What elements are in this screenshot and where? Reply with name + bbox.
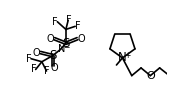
Text: F: F: [44, 66, 50, 76]
Text: F: F: [26, 54, 31, 64]
Text: O: O: [46, 34, 54, 44]
Text: F: F: [31, 64, 36, 74]
Text: S: S: [62, 37, 70, 50]
Text: −: −: [63, 43, 69, 52]
Text: F: F: [75, 21, 80, 31]
Text: N: N: [118, 51, 127, 64]
Text: S: S: [49, 49, 56, 62]
Text: F: F: [52, 17, 58, 27]
Text: O: O: [50, 63, 58, 73]
Text: +: +: [124, 51, 130, 60]
Text: O: O: [33, 48, 40, 58]
Text: F: F: [66, 15, 72, 25]
Text: N: N: [57, 44, 65, 54]
Text: O: O: [146, 71, 155, 81]
Text: O: O: [78, 34, 85, 44]
